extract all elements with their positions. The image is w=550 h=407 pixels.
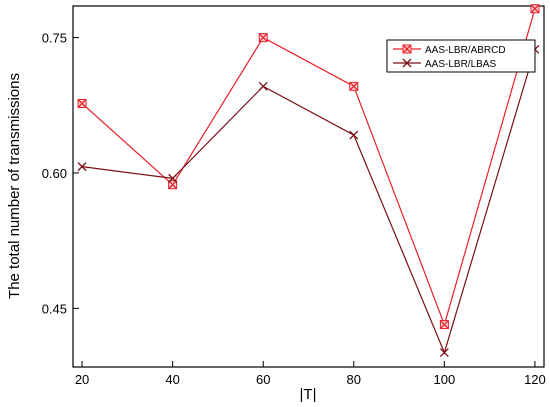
data-point — [530, 4, 540, 14]
x-tick-label: 60 — [256, 372, 270, 387]
x-axis: 20 40 60 80 100 120 — [75, 361, 546, 387]
series-line — [81, 49, 536, 355]
legend-item: AAS-LBR/LBAS — [393, 58, 496, 70]
y-tick-label: 0.75 — [42, 31, 67, 46]
series-1 — [77, 4, 540, 330]
data-point — [77, 98, 87, 108]
x-tick-label: 80 — [347, 372, 361, 387]
series-line — [81, 8, 536, 327]
legend-box — [386, 39, 536, 73]
series-layer — [77, 4, 540, 358]
legend-label: AAS-LBR/ABRCD — [425, 45, 506, 56]
plot-area — [72, 5, 545, 368]
data-point — [77, 162, 87, 172]
y-tick-label: 0.45 — [42, 301, 67, 316]
legend: AAS-LBR/ABRCD AAS-LBR/LBAS — [386, 39, 536, 73]
x-axis-title: |T| — [300, 386, 317, 403]
data-point — [439, 320, 449, 330]
x-tick-label: 100 — [434, 372, 456, 387]
legend-item: AAS-LBR/ABRCD — [393, 44, 506, 56]
x-tick-label: 20 — [75, 372, 89, 387]
data-point — [258, 33, 268, 43]
data-point — [349, 130, 359, 140]
data-point — [349, 81, 359, 91]
y-axis: 0.45 0.60 0.75 — [42, 31, 79, 316]
data-point — [168, 173, 178, 183]
series-2 — [77, 44, 540, 358]
data-point — [258, 81, 268, 91]
y-axis-title: The total number of transmissions — [6, 73, 23, 299]
data-point — [439, 348, 449, 358]
y-tick-label: 0.60 — [42, 166, 67, 181]
x-tick-label: 40 — [165, 372, 179, 387]
data-point — [168, 180, 178, 190]
x-tick-label: 120 — [524, 372, 546, 387]
plot-frame — [72, 5, 545, 368]
legend-label: AAS-LBR/LBAS — [425, 59, 496, 70]
